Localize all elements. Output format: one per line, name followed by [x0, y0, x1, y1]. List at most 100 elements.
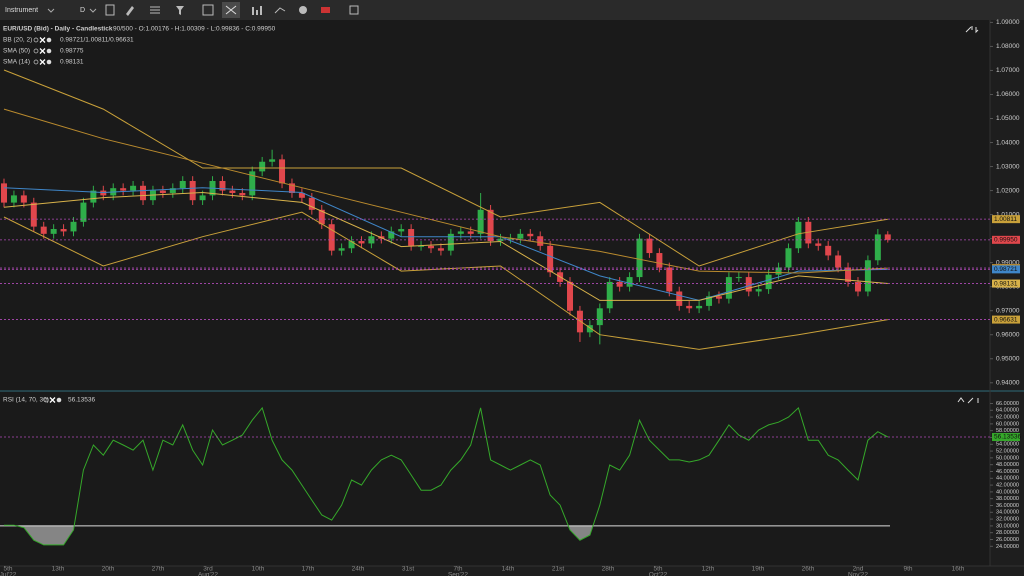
crosshair-icon [225, 5, 237, 15]
rsi-line [4, 406, 889, 546]
x-tick-label: 10th [252, 566, 265, 573]
x-tick-label: 17th [302, 566, 315, 573]
price-label: 1.00811 [994, 216, 1017, 223]
candle-body [864, 260, 871, 292]
candle-body [368, 236, 375, 244]
indicators-button[interactable] [150, 6, 160, 14]
dropdown-arrow [89, 8, 97, 13]
settings-icon[interactable] [56, 397, 62, 403]
y-tick-label: 1.09000 [996, 19, 1020, 26]
close-icon[interactable] [39, 59, 46, 65]
x-tick-label: 12th [702, 566, 715, 573]
candle-body [586, 325, 593, 333]
window-button[interactable] [349, 5, 359, 15]
price-badge [992, 279, 1020, 288]
candle-body [547, 245, 554, 273]
candle-body [507, 238, 514, 240]
chart-subtitle: 90/500 - O:1.00176 - H:1.00309 - L:0.998… [113, 26, 276, 33]
x-tick-sublabel: Nov'22 [848, 572, 868, 576]
y-tick-label: 1.04000 [996, 139, 1020, 146]
close-icon[interactable] [39, 48, 46, 54]
candle-body [567, 281, 574, 311]
candle-body [388, 231, 395, 239]
panel-controls[interactable] [965, 26, 979, 34]
y-tick-label: 60.00000 [996, 421, 1019, 427]
candle-body [854, 281, 861, 292]
volume-button[interactable] [252, 6, 262, 15]
eye-icon [43, 397, 49, 403]
candle-body [269, 159, 276, 162]
eye-icon [33, 37, 39, 43]
candle-body [477, 209, 484, 234]
candle-body [90, 190, 97, 203]
y-tick-label: 0.97000 [996, 307, 1020, 314]
x-tick-label: 21st [552, 566, 564, 573]
y-tick-label: 1.05000 [996, 115, 1020, 122]
price-badge [992, 265, 1020, 274]
close-icon[interactable] [49, 397, 56, 403]
candle-body [259, 161, 266, 172]
y-tick-label: 1.06000 [996, 91, 1020, 98]
price-label: 0.99950 [994, 237, 1018, 244]
candle-body [229, 190, 236, 193]
candle-body [815, 243, 822, 246]
candle-body [616, 281, 623, 287]
layout-button[interactable] [202, 4, 214, 16]
candle-body [40, 226, 47, 234]
candle-body [765, 274, 772, 290]
panel-controls[interactable] [957, 397, 979, 404]
chart-type-button[interactable] [105, 4, 115, 16]
price-label: 0.98721 [994, 266, 1018, 273]
trend-button[interactable] [274, 7, 286, 14]
toolbar: Instrument D [0, 0, 1024, 20]
y-tick-label: 36.00000 [996, 503, 1019, 509]
candle-body [745, 277, 752, 292]
candle-body [785, 248, 792, 268]
candle-body [308, 197, 315, 210]
x-tick-label: 26th [802, 566, 815, 573]
candle-body [825, 245, 832, 256]
settings-icon[interactable] [46, 48, 52, 54]
theme-button[interactable] [299, 6, 307, 14]
candle-body [606, 281, 613, 309]
y-tick-label: 52.00000 [996, 449, 1019, 455]
candle-body [467, 231, 474, 234]
draw-tool-button[interactable] [126, 6, 134, 16]
y-tick-label: 62.00000 [996, 415, 1019, 421]
candle-body [358, 241, 365, 244]
filter-button[interactable] [176, 6, 184, 15]
eye-icon [33, 59, 39, 65]
y-tick-label: 54.00000 [996, 442, 1019, 448]
y-tick-label: 1.07000 [996, 67, 1020, 74]
x-tick-label: 7th [453, 566, 462, 573]
instrument-menu[interactable]: Instrument [5, 7, 38, 14]
candle-body [239, 192, 246, 196]
period-menu[interactable]: D [80, 7, 85, 14]
settings-icon[interactable] [46, 59, 52, 65]
candle-body [835, 255, 842, 268]
x-tick-label: 13th [52, 566, 65, 573]
y-tick-label: 0.96000 [996, 331, 1020, 338]
x-tick-label: 24th [352, 566, 365, 573]
y-tick-label: 58.00000 [996, 428, 1019, 434]
language-flag[interactable] [321, 7, 330, 13]
candle-body [527, 233, 534, 237]
x-tick-label: 5th [3, 566, 12, 573]
settings-icon[interactable] [46, 37, 52, 43]
x-tick-label: 28th [602, 566, 615, 573]
candle-body [735, 277, 742, 279]
candle-body [318, 209, 325, 225]
x-tick-label: 5th [653, 566, 662, 573]
candle-body [874, 234, 881, 261]
y-tick-label: 48.00000 [996, 462, 1019, 468]
x-tick-label: 9th [903, 566, 912, 573]
candle-body [338, 248, 345, 251]
close-icon[interactable] [39, 37, 46, 43]
y-tick-label: 24.00000 [996, 544, 1019, 550]
candle-body [70, 221, 77, 232]
value-badge-label: 56.13536 [994, 434, 1021, 441]
price-badge [992, 215, 1020, 224]
legend-value: 0.98131 [60, 59, 84, 66]
candle-body [130, 185, 137, 191]
